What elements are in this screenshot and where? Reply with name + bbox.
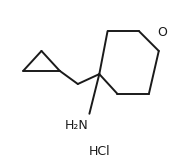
Text: HCl: HCl bbox=[89, 145, 110, 158]
Text: H₂N: H₂N bbox=[64, 119, 88, 132]
Text: O: O bbox=[157, 26, 167, 39]
